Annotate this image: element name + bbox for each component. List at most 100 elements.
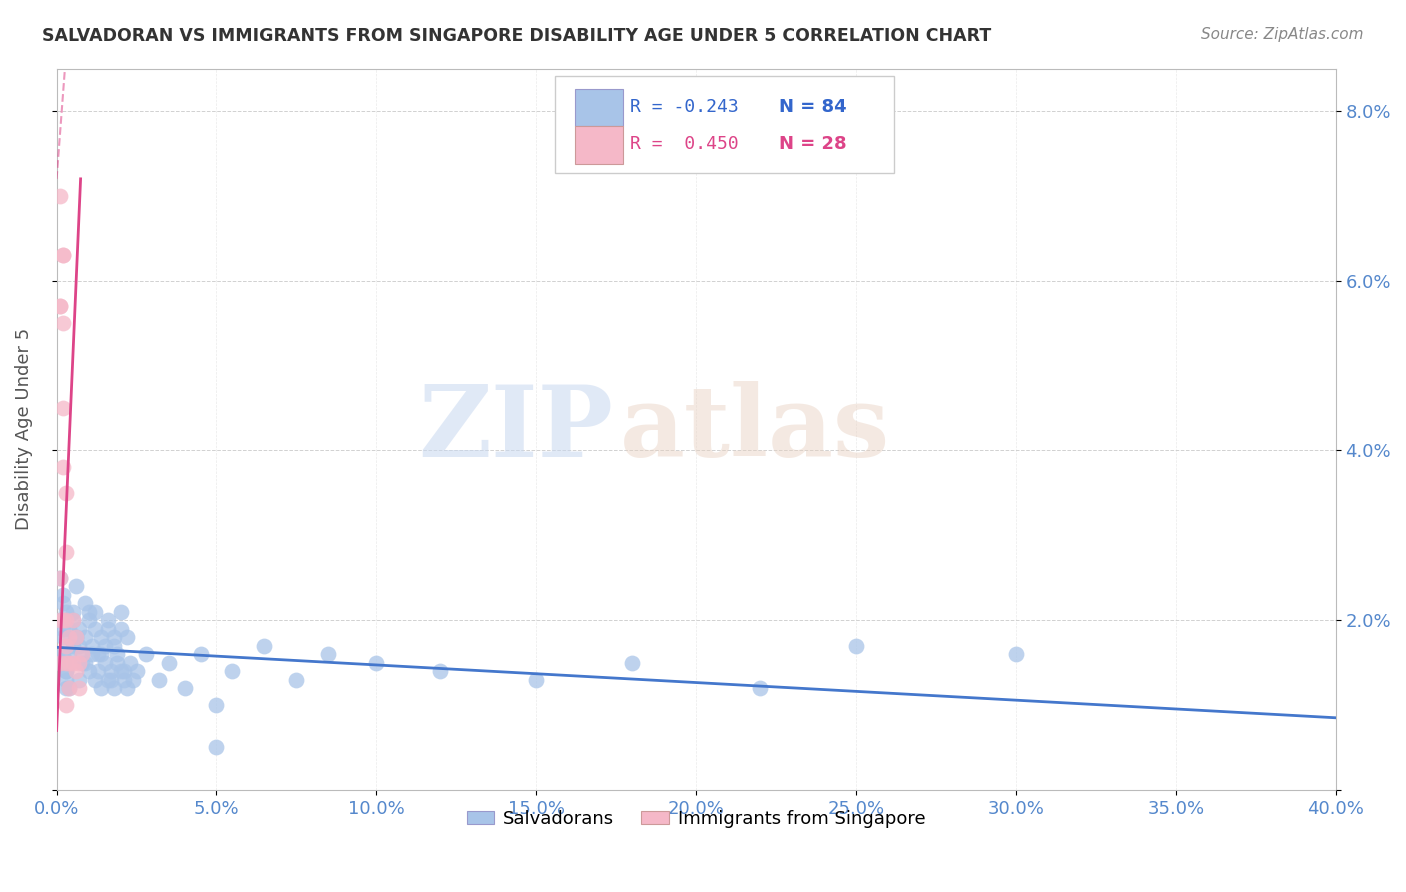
Point [84,673,107,687]
Point [52,596,75,610]
Point [65,579,87,593]
Point [58,681,80,695]
Point [55,664,77,678]
Point [55,486,77,500]
Point [90,647,112,661]
Point [52,613,75,627]
Point [621,656,644,670]
Point [52,622,75,636]
Point [52,248,75,262]
Legend: Salvadorans, Immigrants from Singapore: Salvadorans, Immigrants from Singapore [460,803,932,835]
Y-axis label: Disability Age Under 5: Disability Age Under 5 [15,328,32,531]
Point [190,647,212,661]
Point [173,681,195,695]
Point [135,647,157,661]
Text: SALVADORAN VS IMMIGRANTS FROM SINGAPORE DISABILITY AGE UNDER 5 CORRELATION CHART: SALVADORAN VS IMMIGRANTS FROM SINGAPORE … [42,27,991,45]
Point [49,299,72,313]
Point [112,673,135,687]
Point [49,571,72,585]
Point [1005,647,1028,661]
Point [90,630,112,644]
Point [62,605,84,619]
Point [58,630,80,644]
Point [429,664,451,678]
Point [62,613,84,627]
Point [58,681,80,695]
Point [148,673,170,687]
Point [115,681,138,695]
Point [84,605,107,619]
Point [70,647,93,661]
Point [49,656,72,670]
Point [253,639,276,653]
Point [205,740,228,755]
Point [52,460,75,475]
Text: R = -0.243: R = -0.243 [630,98,738,116]
Point [55,545,77,559]
Point [77,605,100,619]
Point [62,656,84,670]
Point [49,613,72,627]
Point [103,639,125,653]
Point [55,681,77,695]
Point [67,656,90,670]
Point [62,613,84,627]
Point [67,673,90,687]
Point [55,639,77,653]
Point [52,588,75,602]
Point [55,673,77,687]
Point [87,664,110,678]
Point [52,630,75,644]
Point [97,622,120,636]
Point [845,639,868,653]
Point [52,647,75,661]
Point [87,647,110,661]
Point [749,681,772,695]
Point [120,656,142,670]
Point [49,299,72,313]
Point [75,656,97,670]
Point [58,656,80,670]
Point [49,613,72,627]
Point [80,647,103,661]
Point [67,639,90,653]
Point [80,639,103,653]
Point [100,673,122,687]
Point [100,664,122,678]
Point [93,639,115,653]
Text: N = 84: N = 84 [779,98,846,116]
Point [70,656,93,670]
FancyBboxPatch shape [555,76,894,173]
Point [65,664,87,678]
Point [221,664,243,678]
Point [58,647,80,661]
Point [55,613,77,627]
Point [125,664,148,678]
Point [52,316,75,330]
Point [65,630,87,644]
FancyBboxPatch shape [575,127,623,164]
Point [58,656,80,670]
Point [122,673,145,687]
Point [285,673,308,687]
Text: N = 28: N = 28 [779,136,846,153]
Point [110,664,132,678]
Point [112,664,135,678]
Point [55,605,77,619]
Text: Source: ZipAtlas.com: Source: ZipAtlas.com [1201,27,1364,42]
Point [84,622,107,636]
Point [67,681,90,695]
Point [67,622,90,636]
Point [103,630,125,644]
Point [115,630,138,644]
Point [49,656,72,670]
Point [77,664,100,678]
Point [49,189,72,203]
Point [55,698,77,712]
Point [75,596,97,610]
Point [105,647,128,661]
Point [524,673,547,687]
Point [70,647,93,661]
Point [110,622,132,636]
Point [157,656,180,670]
